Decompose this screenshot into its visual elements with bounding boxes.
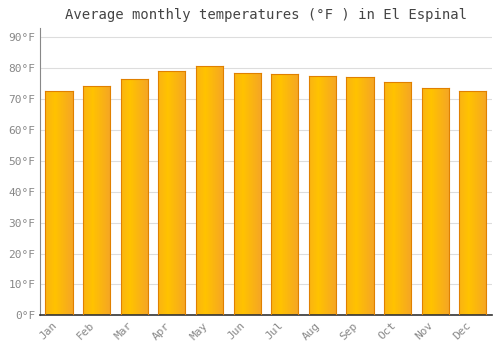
Title: Average monthly temperatures (°F ) in El Espinal: Average monthly temperatures (°F ) in El… xyxy=(65,8,467,22)
